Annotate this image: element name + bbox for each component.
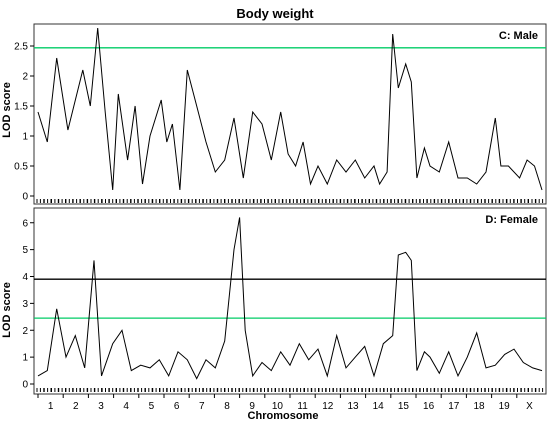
chromosome-label: 16: [423, 401, 435, 412]
chromosome-label: 11: [297, 401, 308, 412]
chromosome-label: 10: [272, 401, 284, 412]
y-tick-label: 4: [22, 272, 28, 283]
y-tick-label: 1: [22, 132, 28, 143]
chromosome-label: 5: [149, 401, 155, 412]
panel-label: D: Female: [485, 214, 538, 226]
plot-frame: [33, 207, 547, 395]
chromosome-label: 2: [73, 401, 79, 412]
marker-rug: [36, 388, 544, 392]
panel-male: 0 0.5 1 1.5 2 2.5 C: Male: [14, 23, 547, 205]
lod-curve: [37, 27, 543, 191]
y-tick-label: 6: [22, 218, 28, 229]
chromosome-label: 1: [48, 401, 54, 412]
chromosome-label: 13: [347, 401, 359, 412]
chromosome-label: 8: [224, 401, 230, 412]
chromosome-label: 9: [249, 401, 255, 412]
chromosome-label: 6: [174, 401, 180, 412]
y-tick-label: 5: [22, 245, 28, 256]
plot-frame: [33, 23, 547, 205]
marker-rug: [36, 199, 544, 203]
lod-curve: [37, 217, 543, 380]
y-tick-label: 1: [22, 353, 28, 364]
chromosome-label: 3: [98, 401, 104, 412]
chromosome-label: X: [526, 401, 533, 412]
chromosome-label: 15: [398, 401, 410, 412]
y-tick-label: 2: [22, 326, 28, 337]
y-tick-label: 3: [22, 299, 28, 310]
chromosome-label: 18: [473, 401, 485, 412]
chart-title: Body weight: [236, 6, 314, 21]
y-tick-label: 1.5: [14, 102, 28, 113]
chromosome-label: 7: [199, 401, 205, 412]
chromosome-axis: 1 2 3 4 5 6 7 8 9 10 11 12 13 14 15 16 17 18 19 X: [37, 394, 533, 412]
y-tick-label: 2.5: [14, 42, 28, 53]
y-tick-label: 0.5: [14, 162, 28, 173]
chromosome-label: 14: [373, 401, 385, 412]
chromosome-label: 4: [123, 401, 129, 412]
panel-label: C: Male: [499, 30, 538, 42]
y-tick-label: 0: [22, 192, 28, 203]
y-axis-label-top: LOD score: [1, 82, 13, 138]
y-tick-label: 2: [22, 72, 28, 83]
chromosome-label: 12: [322, 401, 334, 412]
panel-female: 0 1 2 3 4 5 6 D: Female: [22, 207, 547, 395]
chromosome-label: 19: [499, 401, 511, 412]
chromosome-label: 17: [448, 401, 460, 412]
y-axis-label-bottom: LOD score: [1, 282, 13, 338]
x-axis-label: Chromosome: [248, 410, 319, 422]
y-tick-label: 0: [22, 380, 28, 391]
